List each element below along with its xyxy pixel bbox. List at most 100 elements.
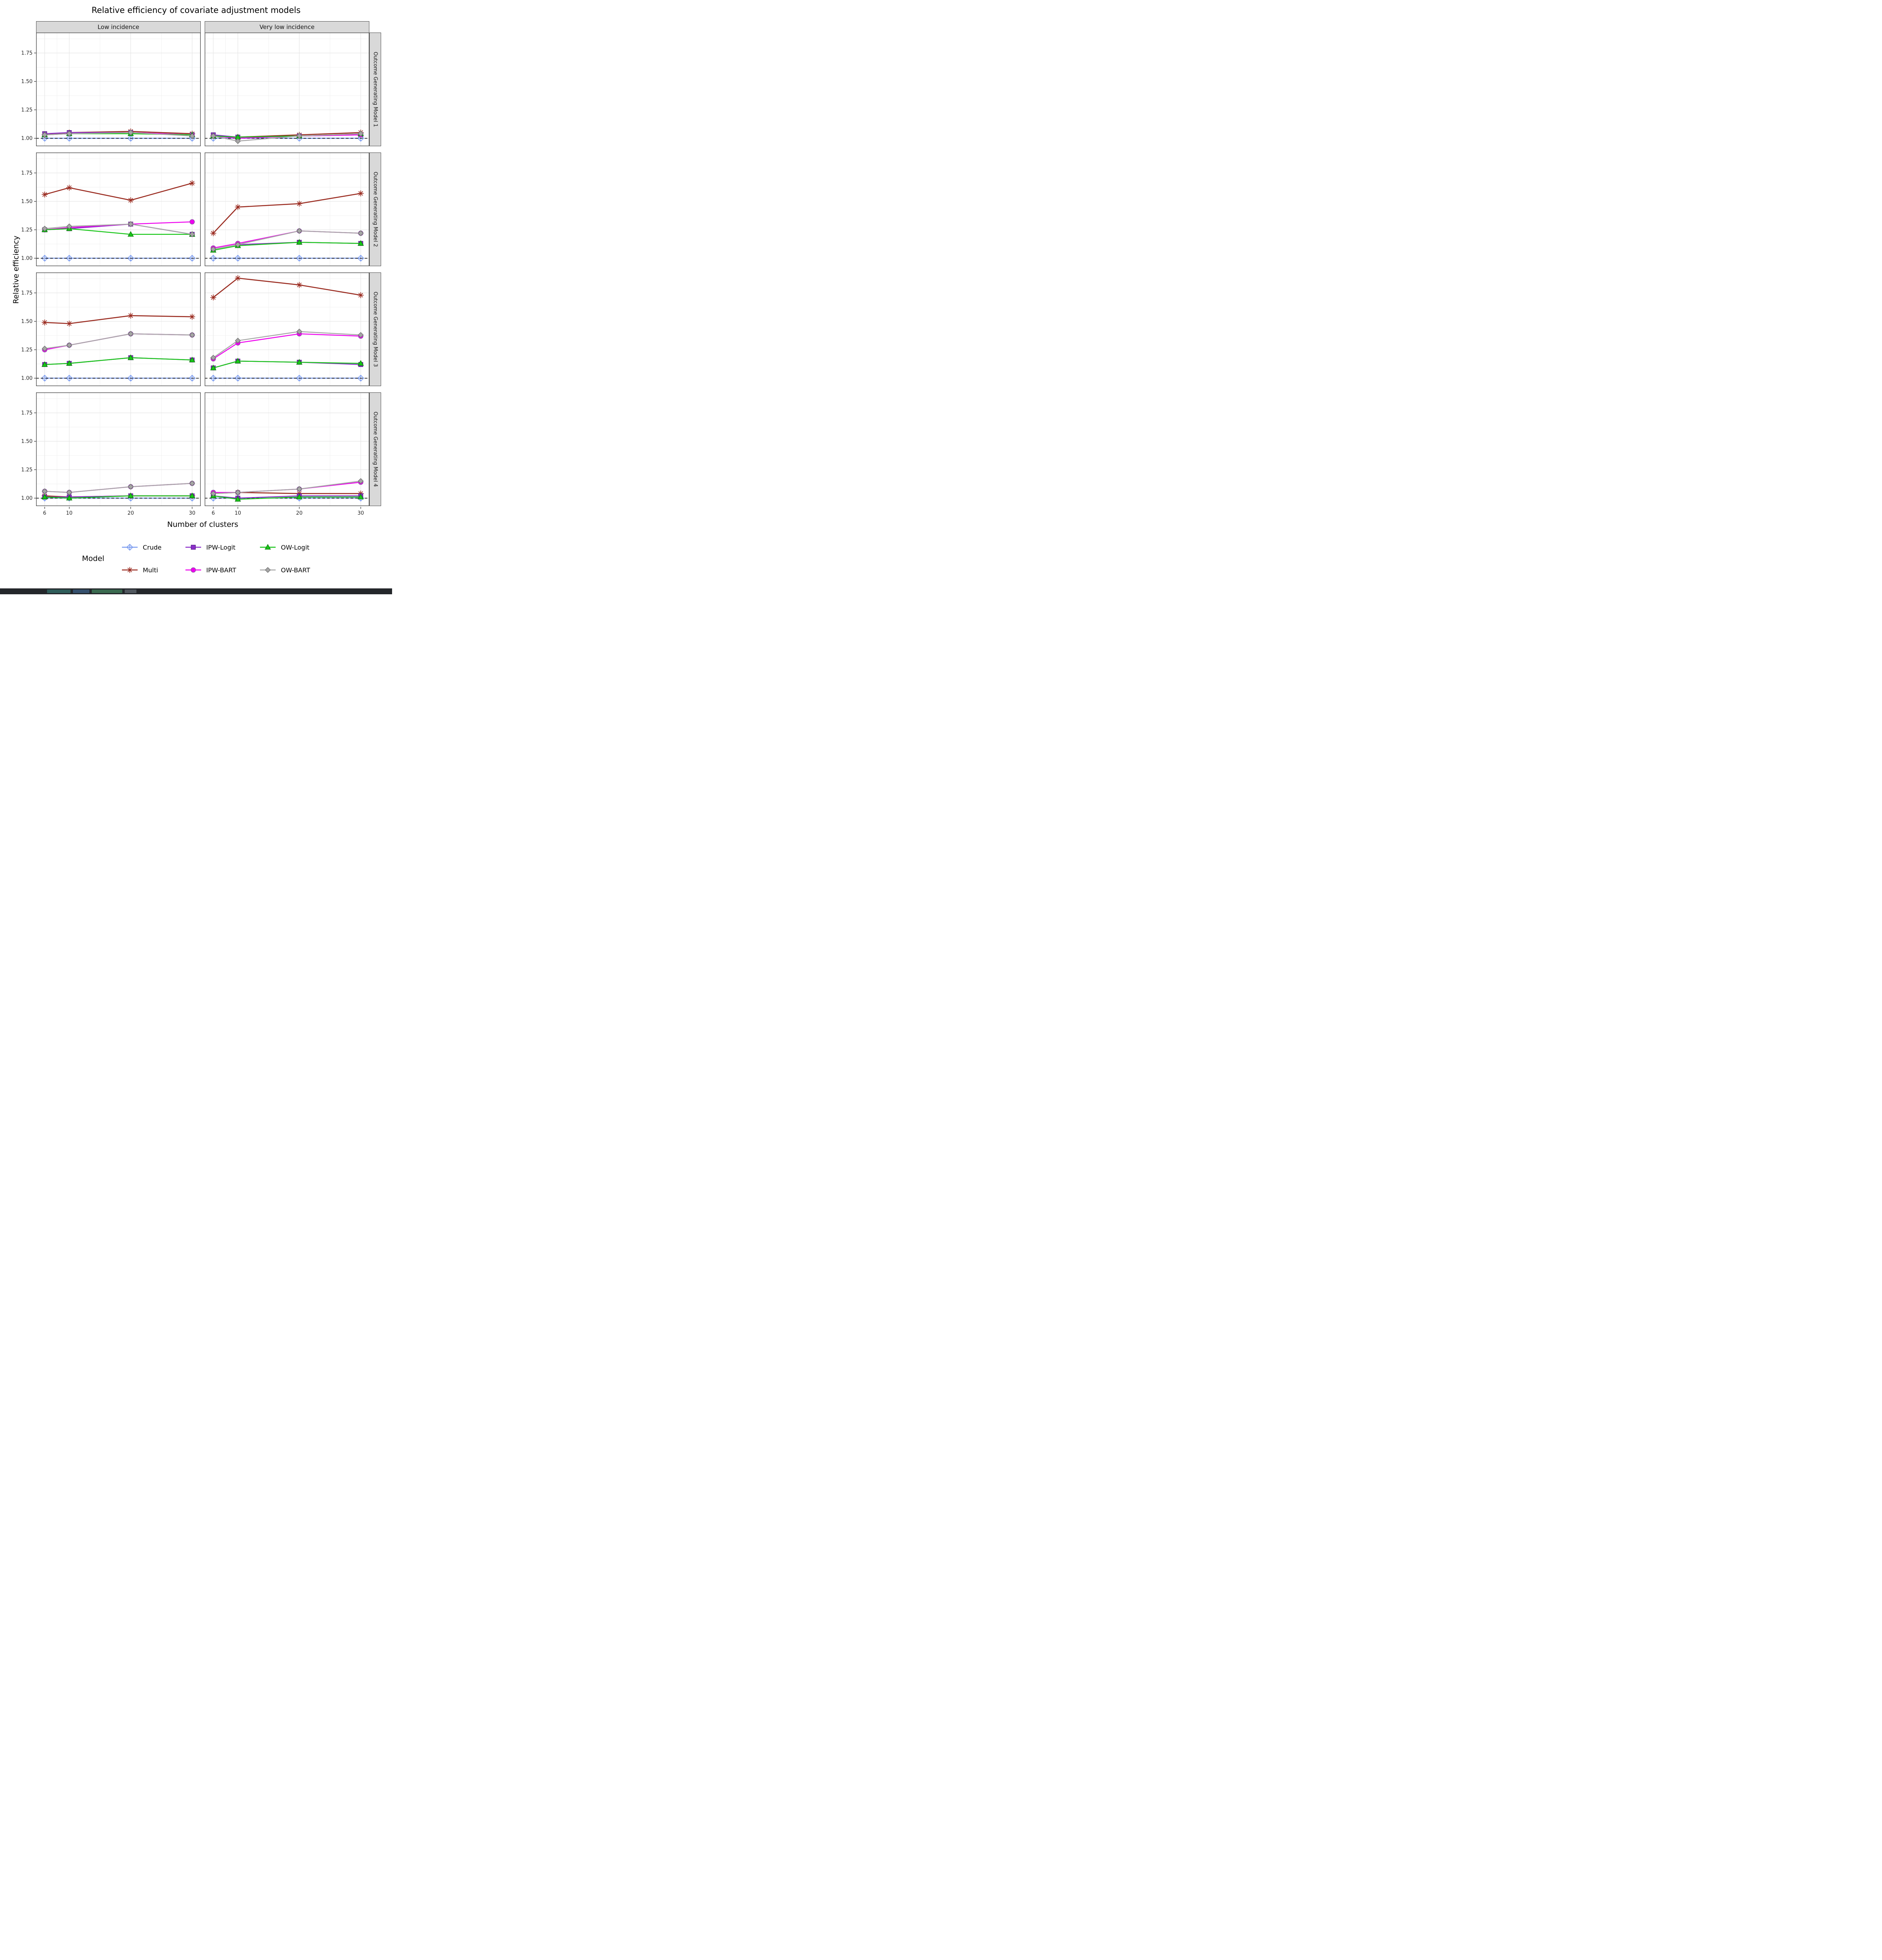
legend-label: Multi — [143, 566, 158, 574]
y-axis-ticks: 1.00 1.25 1.50 1.75 — [21, 410, 36, 501]
svg-text:1.00: 1.00 — [21, 376, 33, 381]
legend-label: Crude — [143, 543, 162, 551]
legend-entry-ipw-logit: IPW-Logit — [184, 542, 236, 552]
panel-plot — [36, 272, 201, 386]
svg-text:6: 6 — [43, 510, 46, 516]
artifact-segment — [92, 590, 122, 593]
panel-gap — [201, 21, 205, 33]
artifact-segment — [47, 590, 71, 593]
legend-entry-crude: Crude — [121, 542, 162, 552]
panel-plot — [36, 33, 201, 146]
ipw-bart-key-icon — [185, 567, 201, 573]
panel-plot — [205, 33, 369, 146]
crude-key-icon — [122, 544, 138, 551]
svg-text:1.25: 1.25 — [21, 227, 33, 233]
svg-text:1.75: 1.75 — [21, 410, 33, 416]
bottom-artifact-bar — [0, 588, 392, 594]
panel-plot — [36, 152, 201, 266]
svg-text:1.50: 1.50 — [21, 79, 33, 85]
legend-title: Model — [82, 554, 105, 563]
facet-row-3: 1.00 1.25 1.50 1.75 Outcome Generating Mode… — [11, 272, 381, 386]
svg-text:30: 30 — [358, 510, 364, 516]
panel-plot — [205, 272, 369, 386]
ipw-logit-key-icon — [185, 544, 201, 550]
figure-page: Relative efficiency of covariate adjustm… — [0, 0, 392, 594]
facet-row-strip-4: Outcome Generating Model 4 — [369, 392, 381, 506]
svg-text:30: 30 — [189, 510, 196, 516]
y-axis-ticks: 1.00 1.25 1.50 1.75 — [21, 171, 36, 261]
panel-plot — [36, 392, 201, 506]
x-axis: 6 10 20 30 6 10 20 30 — [11, 507, 381, 517]
facet-panel — [36, 152, 201, 266]
svg-text:1.25: 1.25 — [21, 467, 33, 473]
y-axis-title: Relative efficiency — [12, 236, 20, 304]
svg-text:20: 20 — [127, 510, 134, 516]
y-axis-ticks: 1.00 1.25 1.50 1.75 — [21, 290, 36, 381]
chart-title: Relative efficiency of covariate adjustm… — [91, 5, 301, 15]
facet-row-2: 1.00 1.25 1.50 1.75 Outcome Generating Mode… — [11, 152, 381, 266]
corner-spacer — [369, 21, 381, 33]
facet-row-label: Outcome Generating Model 3 — [372, 292, 378, 367]
facet-panel — [205, 33, 369, 146]
svg-text:20: 20 — [296, 510, 303, 516]
legend: Model Crude IPW-Logit OW-Logit Multi IPW… — [0, 542, 392, 575]
legend-entry-ow-bart: OW-BART — [259, 565, 310, 575]
svg-text:1.25: 1.25 — [21, 347, 33, 353]
facet-panel — [205, 272, 369, 386]
legend-entry-ipw-bart: IPW-BART — [184, 565, 236, 575]
svg-text:1.75: 1.75 — [21, 171, 33, 176]
axis-gutter — [11, 507, 36, 517]
facet-panel — [205, 152, 369, 266]
svg-text:1.00: 1.00 — [21, 256, 33, 261]
facet-row-strip-3: Outcome Generating Model 3 — [369, 272, 381, 386]
svg-text:6: 6 — [212, 510, 215, 516]
legend-entry-ow-logit: OW-Logit — [259, 542, 310, 552]
legend-label: OW-BART — [281, 566, 310, 574]
ow-bart-key-icon — [260, 567, 276, 573]
legend-entries: Crude IPW-Logit OW-Logit Multi IPW-BART … — [121, 542, 310, 575]
svg-text:1.75: 1.75 — [21, 290, 33, 296]
panel-gap — [201, 272, 205, 386]
facet-panel — [205, 392, 369, 506]
svg-text:1.50: 1.50 — [21, 439, 33, 445]
facet-row-label: Outcome Generating Model 4 — [372, 412, 378, 487]
facet-col-strip-low: Low incidence — [36, 21, 201, 33]
facet-row-1: 1.00 1.25 1.50 1.75 Outcome Generating Mode… — [11, 33, 381, 146]
y-axis: 1.00 1.25 1.50 1.75 — [11, 33, 36, 146]
y-axis: 1.00 1.25 1.50 1.75 — [11, 272, 36, 386]
facet-row-label: Outcome Generating Model 2 — [372, 172, 378, 247]
panel-plot — [205, 392, 369, 506]
legend-label: OW-Logit — [281, 543, 310, 551]
axis-gutter — [11, 21, 36, 33]
facet-panel — [36, 272, 201, 386]
legend-label: IPW-Logit — [206, 543, 236, 551]
facet-grid: Relative efficiency Low incidence Very l… — [11, 21, 381, 529]
x-axis-ticks: 6 10 20 30 — [212, 507, 364, 516]
facet-row-4: 1.00 1.25 1.50 1.75 Outcome Generating Mode… — [11, 392, 381, 506]
artifact-segment — [125, 590, 136, 593]
facet-col-label: Low incidence — [97, 24, 140, 31]
multi-key-icon — [122, 567, 138, 573]
y-axis: 1.00 1.25 1.50 1.75 — [11, 152, 36, 266]
svg-text:1.75: 1.75 — [21, 51, 33, 56]
svg-text:10: 10 — [234, 510, 241, 516]
svg-text:1.50: 1.50 — [21, 199, 33, 205]
svg-text:1.00: 1.00 — [21, 495, 33, 501]
x-axis-ticks: 6 10 20 30 — [43, 507, 196, 516]
panel-gap — [201, 507, 205, 517]
y-axis-ticks: 1.00 1.25 1.50 1.75 — [21, 51, 36, 142]
facet-row-strip-2: Outcome Generating Model 2 — [369, 152, 381, 266]
ow-logit-key-icon — [260, 544, 276, 550]
legend-label: IPW-BART — [206, 566, 236, 574]
svg-text:10: 10 — [66, 510, 73, 516]
svg-text:1.00: 1.00 — [21, 136, 33, 142]
x-axis-title: Number of clusters — [167, 520, 238, 529]
corner-spacer — [369, 507, 381, 517]
panel-plot — [205, 152, 369, 266]
y-axis: 1.00 1.25 1.50 1.75 — [11, 392, 36, 506]
facet-col-label: Very low incidence — [259, 24, 315, 31]
panel-gap — [201, 392, 205, 506]
facet-panel — [36, 392, 201, 506]
facet-column-strips: Low incidence Very low incidence — [11, 21, 381, 33]
facet-col-strip-very-low: Very low incidence — [205, 21, 369, 33]
